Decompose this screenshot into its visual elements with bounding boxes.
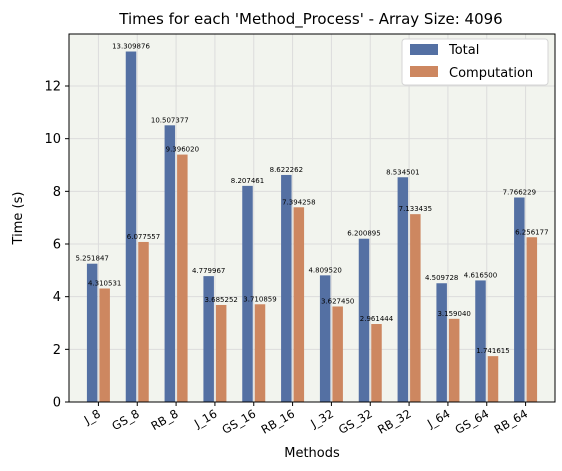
y-tick-label: 10: [44, 132, 61, 147]
bar-computation: [487, 356, 499, 402]
legend: Total Computation: [401, 38, 549, 86]
data-label-total: 5.251847: [75, 255, 108, 263]
data-labels: 5.251847 4.310531 13.309876 6.077557 10.5073…: [75, 43, 548, 356]
bar-computation: [99, 288, 110, 402]
y-axis: 0 2 4 6 8 10 12: [44, 80, 69, 411]
data-label-total: 8.534501: [386, 168, 419, 176]
y-tick-label: 8: [53, 185, 61, 200]
y-tick-label: 0: [53, 396, 61, 411]
y-tick-label: 4: [53, 290, 61, 305]
data-label-computation: 6.256177: [515, 228, 548, 236]
data-label-total: 4.509728: [425, 274, 458, 282]
x-tick-label: J_16: [191, 406, 219, 431]
bar-total: [242, 185, 253, 402]
bar-computation: [138, 241, 149, 402]
legend-swatch-total: [410, 44, 438, 55]
plot-frame: [68, 33, 556, 403]
data-label-computation: 7.394258: [282, 198, 315, 206]
y-tick-label: 12: [44, 80, 61, 95]
data-label-computation: 3.710859: [243, 295, 276, 303]
data-label-total: 4.616500: [464, 271, 497, 279]
data-label-computation: 3.159040: [437, 310, 470, 318]
x-tick-label: RB_64: [492, 406, 530, 436]
data-label-computation: 3.627450: [321, 297, 354, 305]
data-label-total: 6.200895: [347, 230, 380, 238]
chart-title: Times for each 'Method_Process' - Array …: [118, 10, 502, 29]
data-label-total: 13.309876: [112, 43, 150, 51]
bar-total: [203, 276, 214, 402]
y-tick-label: 2: [53, 343, 61, 358]
bar-total: [164, 125, 176, 402]
data-label-total: 4.779967: [192, 267, 225, 275]
data-label-computation: 2.961444: [360, 315, 394, 323]
x-axis-label: Methods: [284, 446, 340, 461]
bar-total: [281, 174, 292, 402]
bar-total: [397, 177, 409, 402]
data-label-computation: 1.741615: [476, 347, 509, 355]
x-tick-label: J_8: [81, 406, 103, 427]
bar-computation: [526, 237, 538, 402]
data-label-computation: 9.396020: [166, 146, 199, 154]
data-label-computation: 3.685252: [204, 296, 237, 304]
plot-area: [69, 34, 555, 402]
x-tick-label: RB_8: [149, 406, 181, 433]
legend-box: [401, 38, 549, 86]
bar-computation: [215, 304, 227, 402]
x-tick-label: GS_8: [109, 406, 141, 433]
x-axis: J_8 GS_8 RB_8 J_16 GS_16 RB_16 J_32 GS_32 RB_32 J…: [81, 402, 530, 437]
legend-label-computation: Computation: [449, 66, 533, 81]
data-label-computation: 6.077557: [127, 233, 160, 241]
bar-total: [514, 197, 525, 402]
data-label-total: 8.622262: [270, 166, 303, 174]
bar-total: [125, 51, 137, 403]
bar-computation: [254, 304, 266, 402]
bar-computation: [293, 207, 305, 402]
x-tick-label: RB_32: [375, 406, 413, 436]
x-tick-label: GS_16: [220, 406, 259, 436]
bar-total: [319, 275, 331, 402]
data-label-total: 4.809520: [308, 266, 341, 274]
bar-total: [358, 238, 370, 402]
bar-total: [86, 263, 98, 402]
y-tick-label: 6: [53, 238, 61, 253]
y-axis-label: Time (s): [11, 192, 26, 246]
data-label-computation: 4.310531: [88, 279, 121, 287]
data-label-computation: 7.133435: [399, 205, 432, 213]
data-label-total: 10.507377: [151, 116, 189, 124]
bar-computation: [177, 154, 188, 402]
legend-label-total: Total: [448, 43, 479, 58]
bar-total: [436, 283, 447, 402]
bars: [86, 51, 538, 403]
x-tick-label: RB_16: [259, 406, 297, 436]
data-label-total: 7.766229: [503, 188, 536, 196]
bar-computation: [371, 324, 382, 402]
grid-lines: [69, 34, 555, 403]
bar-computation: [410, 214, 421, 402]
x-tick-label: J_64: [424, 406, 452, 431]
x-tick-label: J_32: [307, 406, 335, 431]
x-tick-label: GS_32: [336, 406, 375, 436]
legend-swatch-computation: [410, 66, 438, 77]
bar-total: [475, 280, 486, 402]
x-tick-label: GS_64: [453, 406, 492, 436]
bar-computation: [332, 306, 343, 402]
data-label-total: 8.207461: [231, 177, 264, 185]
bar-computation: [448, 318, 460, 402]
